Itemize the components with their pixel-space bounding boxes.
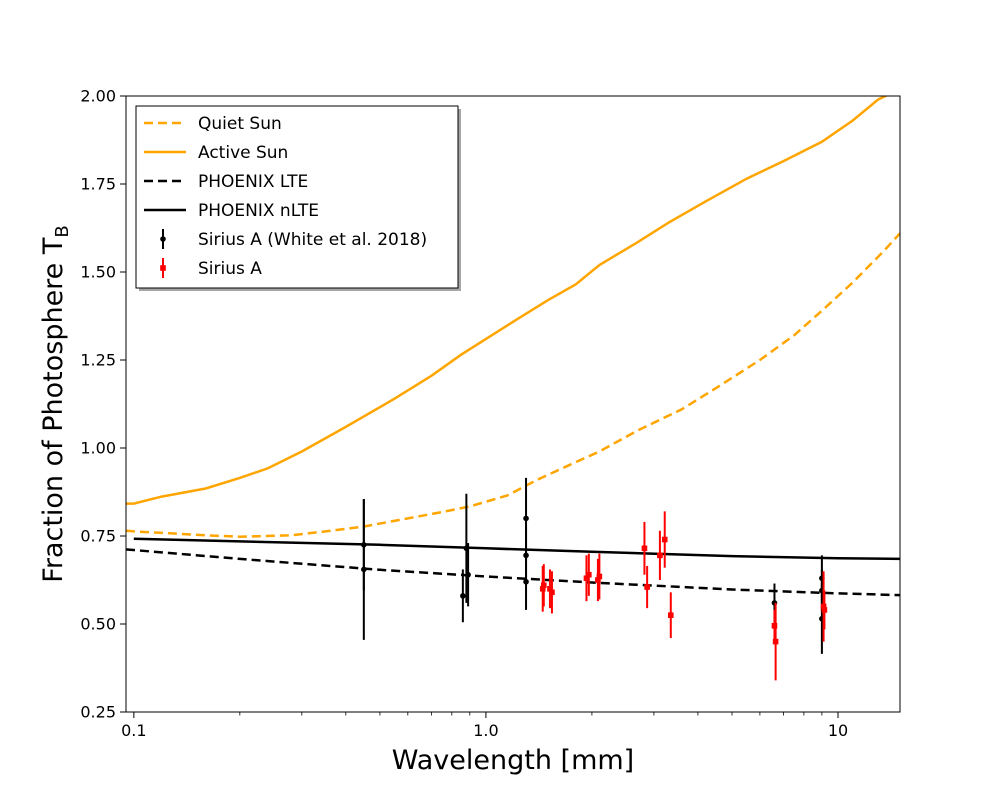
x-tick-label: 1.0 — [473, 721, 498, 740]
legend: Quiet Sun Active Sun PHOENIX LTE PHOENIX nL… — [135, 105, 461, 291]
legend-entry: Quiet Sun — [144, 114, 282, 134]
legend-label: PHOENIX nLTE — [198, 201, 319, 221]
data-point-1-5 — [586, 553, 592, 596]
point-marker — [540, 582, 547, 589]
data-point-1-16 — [821, 590, 828, 630]
legend-entry: PHOENIX LTE — [144, 172, 308, 192]
point-marker — [644, 584, 650, 590]
point-marker — [549, 589, 555, 596]
point-marker — [821, 607, 828, 613]
legend-entry: PHOENIX nLTE — [144, 201, 319, 221]
y-axis-label: Fraction of Photosphere TB — [38, 225, 73, 582]
x-tick-label: 0.1 — [121, 721, 146, 740]
data-point-1-2 — [547, 569, 553, 609]
y-tick-label: 0.50 — [80, 615, 116, 634]
point-marker — [539, 586, 546, 592]
legend-label: Quiet Sun — [198, 114, 282, 134]
point-marker — [547, 586, 553, 592]
point-marker — [465, 571, 471, 578]
data-point-1-13 — [771, 609, 778, 642]
y-tick-label: 0.75 — [80, 527, 116, 546]
data-point-1-1 — [540, 564, 547, 607]
point-marker — [772, 638, 779, 645]
point-marker — [523, 578, 529, 585]
legend-marker — [160, 265, 166, 271]
legend-entry: Sirius A — [160, 258, 262, 279]
plot-points — [361, 477, 828, 681]
legend-label: Sirius A — [198, 259, 262, 279]
data-point-1-8 — [641, 521, 648, 575]
data-point-0-4 — [465, 543, 471, 607]
point-marker — [641, 545, 648, 552]
data-point-1-9 — [644, 565, 650, 609]
series-line-phoenix-lte — [126, 548, 900, 597]
y-tick-label: 0.25 — [80, 703, 116, 722]
axis-ticks: 0.1 1.0 10 0.25 0.50 0.75 1.00 1.25 1.50 1.75 2.00 — [80, 87, 848, 741]
point-marker — [595, 577, 601, 583]
data-point-1-12 — [667, 592, 674, 639]
y-tick-label: 1.25 — [80, 351, 116, 370]
legend-label: Sirius A (White et al. 2018) — [198, 230, 427, 250]
legend-box — [135, 105, 459, 289]
x-tick-label: 10 — [828, 721, 848, 740]
data-point-1-4 — [583, 555, 590, 602]
point-marker — [361, 542, 367, 548]
point-marker — [583, 575, 590, 582]
series-line-quiet-sun — [126, 232, 900, 538]
plot-lines — [126, 96, 900, 597]
x-axis-label: Wavelength [mm] — [392, 745, 634, 776]
series-line-phoenix-nlte — [133, 537, 900, 561]
plot-frame — [125, 95, 901, 713]
data-point-1-11 — [661, 511, 668, 568]
point-marker — [771, 622, 778, 629]
point-marker — [667, 612, 674, 618]
y-tick-label: 1.00 — [80, 439, 116, 458]
data-point-1-14 — [772, 602, 779, 681]
point-marker — [460, 593, 466, 599]
point-marker — [657, 552, 663, 559]
data-point-1-10 — [657, 530, 663, 580]
data-point-1-7 — [596, 553, 603, 600]
point-marker — [661, 536, 668, 543]
series-line-active-sun — [126, 96, 889, 505]
data-point-0-1 — [361, 499, 367, 591]
data-point-1-0 — [539, 565, 546, 612]
data-point-0-7 — [523, 553, 529, 610]
y-tick-label: 1.50 — [80, 263, 116, 282]
legend-entry: Sirius A (White et al. 2018) — [160, 229, 427, 250]
data-point-0-2 — [460, 569, 466, 623]
legend-marker — [160, 236, 166, 242]
data-point-1-3 — [549, 571, 555, 614]
point-marker — [523, 515, 529, 522]
legend-label: Active Sun — [198, 143, 288, 163]
point-marker — [596, 573, 603, 580]
data-point-1-6 — [595, 558, 601, 602]
y-axis-label-subscript: B — [52, 225, 73, 237]
legend-label: PHOENIX LTE — [198, 172, 308, 192]
y-tick-label: 1.75 — [80, 175, 116, 194]
point-marker — [586, 571, 592, 578]
legend-entry: Active Sun — [144, 143, 288, 163]
y-tick-label: 2.00 — [80, 87, 116, 106]
y-axis-label-main: Fraction of Photosphere T — [38, 237, 69, 583]
